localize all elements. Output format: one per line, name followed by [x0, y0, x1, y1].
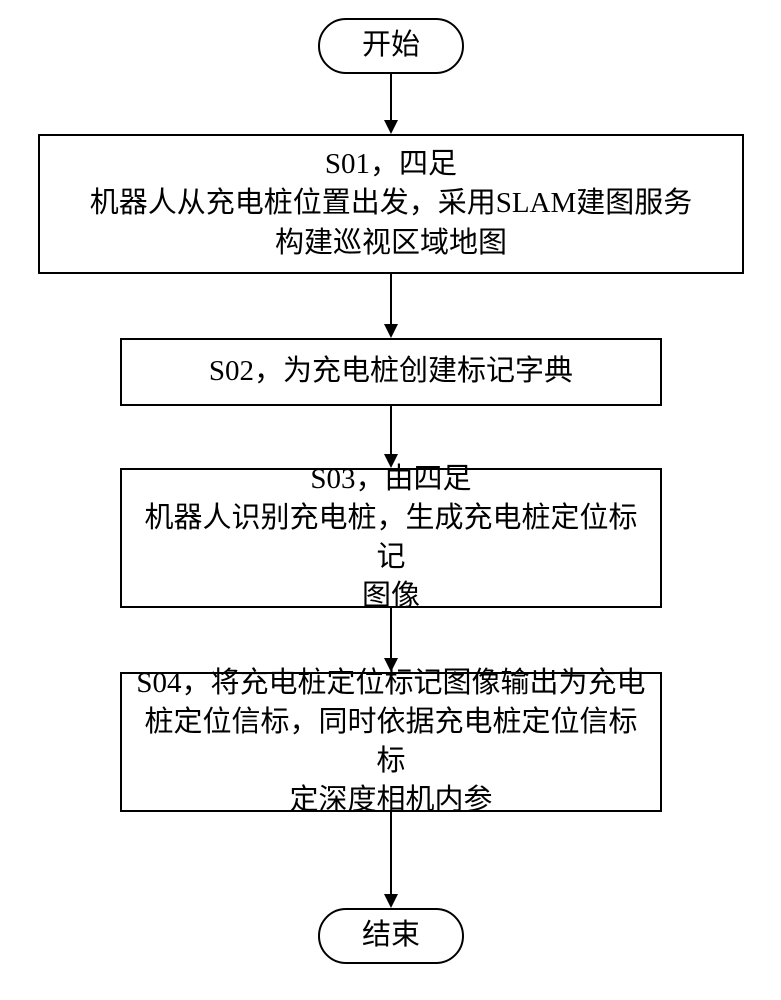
node-s02-label: S02，为充电桩创建标记字典 [209, 352, 573, 391]
flowchart-canvas: 开始 S01，四足 机器人从充电桩位置出发，采用SLAM建图服务 构建巡视区域地… [0, 0, 781, 1000]
node-s03: S03，由四足 机器人识别充电桩，生成充电桩定位标记 图像 [120, 468, 662, 608]
edge-s04-end [377, 812, 405, 908]
edge-s02-s03 [377, 406, 405, 468]
node-s04-label: S04，将充电桩定位标记图像输出为充电 桩定位信标，同时依据充电桩定位信标标 定… [134, 664, 648, 821]
node-start: 开始 [318, 18, 464, 74]
edge-s03-s04 [377, 608, 405, 672]
node-s03-label: S03，由四足 机器人识别充电桩，生成充电桩定位标记 图像 [134, 460, 648, 617]
node-s01: S01，四足 机器人从充电桩位置出发，采用SLAM建图服务 构建巡视区域地图 [38, 134, 744, 274]
edge-start-s01 [377, 74, 405, 134]
node-s01-label: S01，四足 机器人从充电桩位置出发，采用SLAM建图服务 构建巡视区域地图 [90, 145, 693, 262]
node-start-label: 开始 [362, 26, 420, 65]
node-s04: S04，将充电桩定位标记图像输出为充电 桩定位信标，同时依据充电桩定位信标标 定… [120, 672, 662, 812]
node-end: 结束 [318, 908, 464, 964]
edge-s01-s02 [377, 274, 405, 338]
node-end-label: 结束 [362, 916, 420, 955]
node-s02: S02，为充电桩创建标记字典 [120, 338, 662, 406]
